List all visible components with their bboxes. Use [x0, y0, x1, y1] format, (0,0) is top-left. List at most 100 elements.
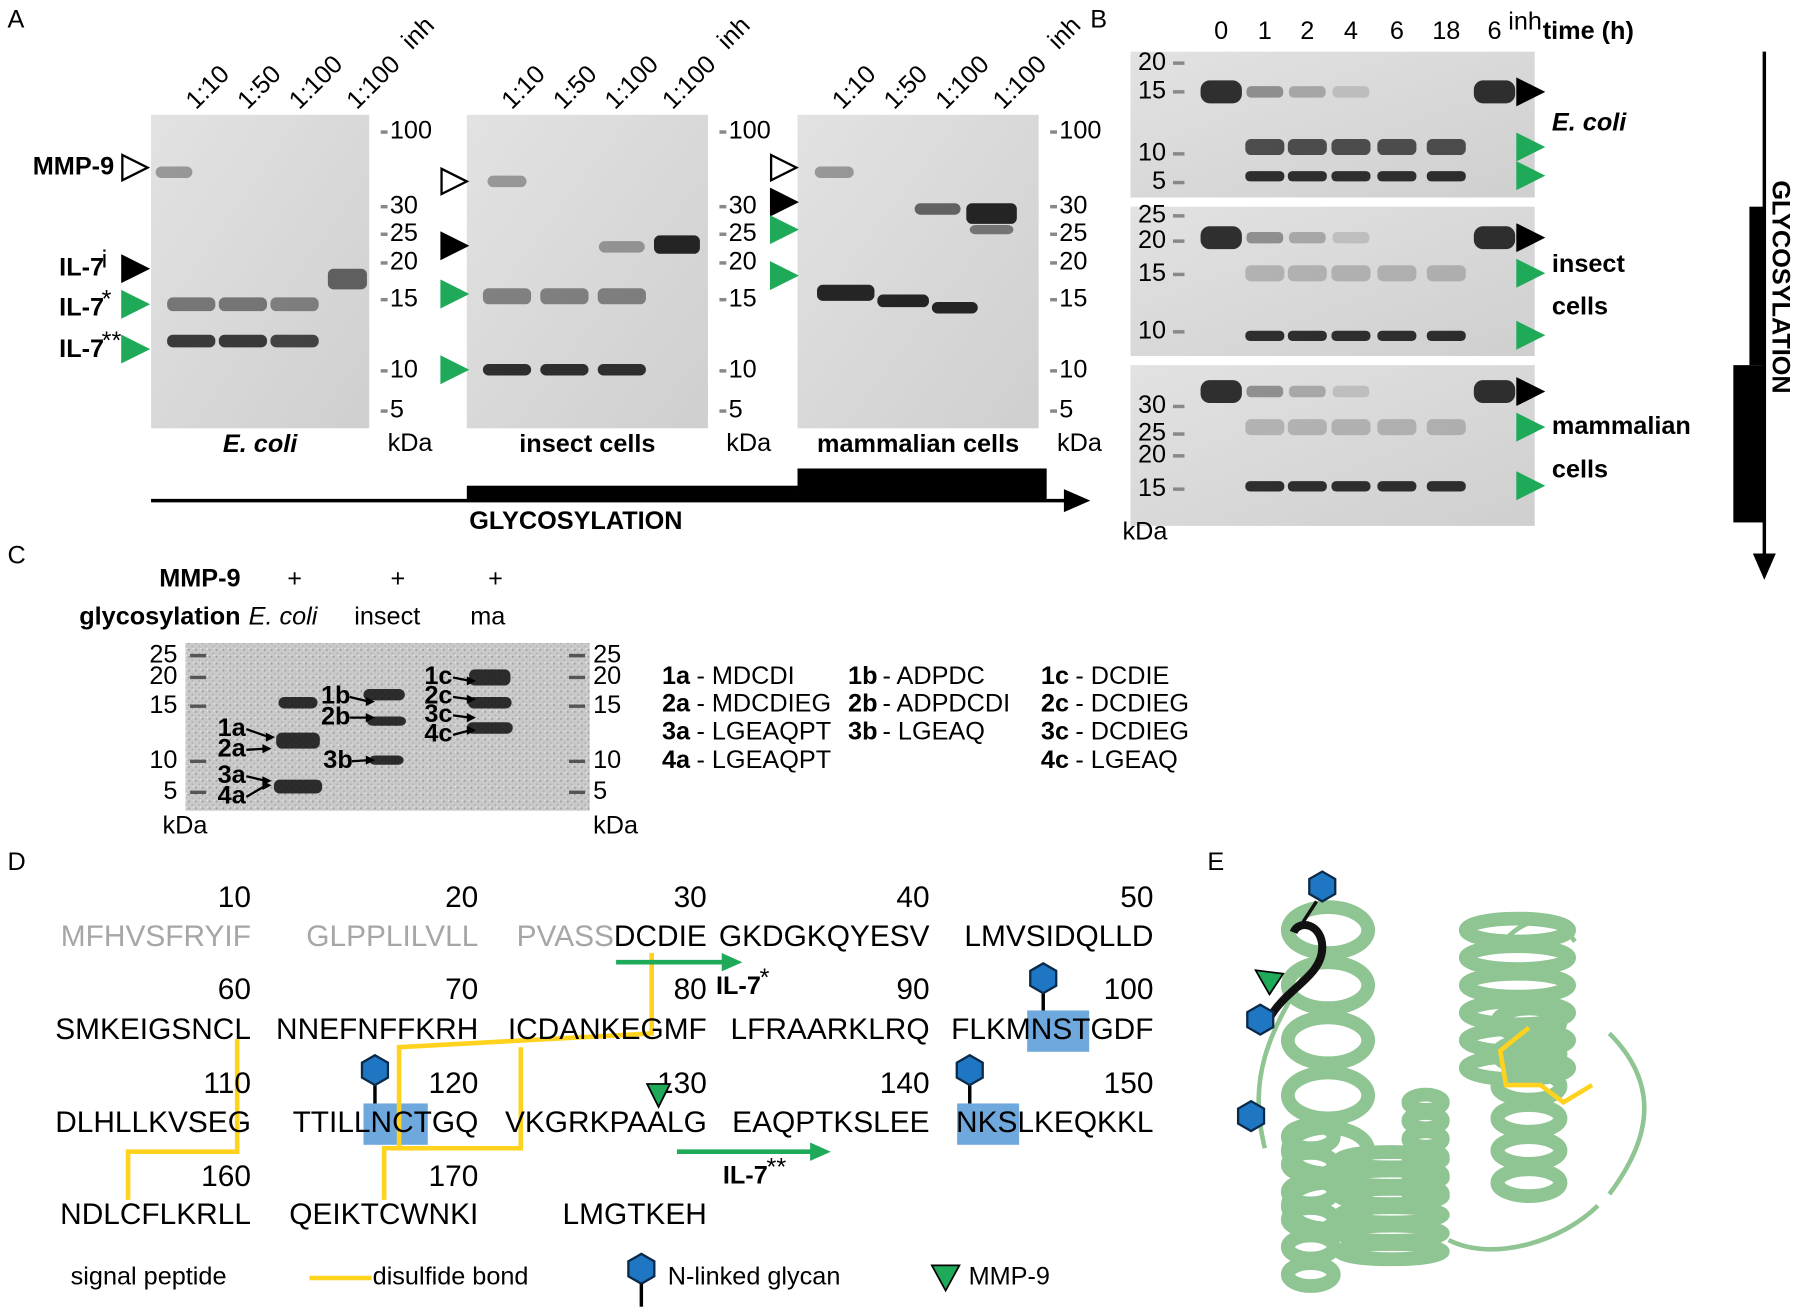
- glycosylation-bar: [1749, 206, 1766, 366]
- ladder-label: 15: [390, 284, 418, 312]
- sequence-segment: LFRAARKLRQ: [731, 1013, 930, 1046]
- peptide-sequence: - ADPDC: [882, 662, 984, 690]
- peptide-id: 2a: [662, 690, 691, 718]
- residue-number: 20: [445, 881, 478, 914]
- sequence-block: GKDGKQYESV: [719, 920, 930, 953]
- helix: [1280, 900, 1376, 960]
- band-label: 3a: [218, 761, 247, 789]
- disulfide-bond: [381, 1047, 524, 1200]
- gel-band: [597, 288, 646, 305]
- gel-band: [270, 334, 319, 348]
- gel-name: cells: [1552, 292, 1608, 320]
- legend-label: disulfide bond: [373, 1263, 529, 1291]
- ladder-label: 20: [1138, 226, 1166, 254]
- peptide-id: 2c: [1041, 690, 1069, 718]
- gel-band: [270, 297, 319, 312]
- arrowhead: [1516, 223, 1546, 253]
- sequence-block: LFRAARKLRQ: [731, 1013, 930, 1046]
- lane-label: 1:100: [341, 50, 405, 114]
- arrowhead: [1516, 320, 1546, 350]
- gel-band: [1331, 265, 1371, 282]
- superscript: inh: [1508, 8, 1542, 36]
- residue-number: 40: [896, 881, 929, 914]
- gel-band: [1331, 330, 1371, 342]
- ladder-label: 10: [1059, 356, 1087, 384]
- ladder-label: 15: [1138, 259, 1166, 287]
- band-label: 1b: [321, 682, 350, 710]
- arrowhead: [466, 676, 477, 686]
- gel-band: [155, 166, 193, 178]
- ladder-label: 100: [1059, 117, 1101, 145]
- gel-band: [653, 235, 700, 254]
- ladder-label: 30: [1059, 191, 1087, 219]
- ladder-label: 10: [1138, 139, 1166, 167]
- panel-label: D: [8, 848, 26, 876]
- glycan-icon: [1308, 870, 1337, 903]
- sequence-segment: NNEFNFFKRH: [276, 1013, 478, 1046]
- time-label: 18: [1432, 17, 1460, 45]
- peptide-sequence: - LGEAQ: [1075, 746, 1177, 774]
- arrowhead: [769, 261, 799, 291]
- gel-band: [1245, 171, 1285, 182]
- glycosylation-bar: [797, 468, 1047, 501]
- gel-band: [1245, 330, 1285, 342]
- legend-label: signal peptide: [71, 1263, 227, 1291]
- ladder-label: 25: [1138, 419, 1166, 447]
- band-label: 2c: [424, 682, 452, 710]
- unit-label: kDa: [388, 429, 434, 457]
- sequence-block: NKSLKEQKKL: [956, 1106, 1153, 1139]
- residue-number: 110: [203, 1067, 251, 1100]
- superscript: i: [102, 245, 108, 273]
- sequence-block: LMGTKEH: [563, 1198, 707, 1231]
- gel-band: [931, 301, 978, 314]
- loop: [1256, 918, 1647, 1252]
- gel-band: [1332, 86, 1370, 98]
- helix: [1401, 1179, 1450, 1209]
- time-label: 6: [1487, 17, 1501, 45]
- helix: [1280, 1010, 1376, 1071]
- gel-band: [1200, 380, 1242, 404]
- gel-band: [540, 363, 589, 376]
- gel: [1130, 365, 1535, 526]
- ladder-label: 5: [390, 396, 404, 424]
- band-label: 1a: [218, 714, 247, 742]
- ladder-label: 10: [593, 746, 621, 774]
- glycan-icon: [1029, 962, 1058, 995]
- residue-number: 120: [429, 1067, 479, 1100]
- gel-band: [218, 334, 268, 348]
- gel-band: [877, 294, 929, 308]
- residue-number: 70: [445, 973, 478, 1006]
- peptide-sequence: - MDCDIEG: [696, 690, 831, 718]
- lane-label: 1:100: [657, 50, 721, 114]
- unit-label: kDa: [163, 811, 209, 839]
- ladder-label: 10: [729, 356, 757, 384]
- panel-label: A: [8, 5, 25, 33]
- glycosite-highlight: [957, 1103, 1020, 1145]
- gel-band: [1287, 171, 1327, 182]
- gel-band: [1287, 138, 1327, 156]
- sequence-block: NDLCFLKRLL: [60, 1198, 251, 1231]
- sequence-block: SMKEIGSNCL: [55, 1013, 251, 1046]
- gel-name: E. coli: [1552, 109, 1627, 137]
- gel-band: [1246, 231, 1284, 244]
- peptide-id: 1b: [848, 662, 877, 690]
- ladder-label: 5: [1059, 396, 1073, 424]
- ladder-label: 30: [729, 191, 757, 219]
- arrowhead: [262, 780, 272, 790]
- gel-band: [167, 334, 216, 348]
- glycosite-highlight: [363, 1103, 428, 1145]
- band-label: 4c: [424, 720, 452, 748]
- ladder-label: 20: [149, 662, 177, 690]
- gel-band: [1377, 481, 1417, 492]
- row-label: MMP-9: [159, 565, 240, 593]
- sequence-block: ICDANKEGMF: [508, 1013, 707, 1046]
- peptide-sequence: - DCDIEG: [1075, 717, 1189, 745]
- arrowhead: [1516, 77, 1546, 107]
- gel-band: [1473, 80, 1516, 104]
- ladder-label: 30: [390, 191, 418, 219]
- band-label: 4a: [218, 782, 247, 810]
- superscript: **: [767, 1154, 787, 1182]
- sequence-block: GLPPLILVLL: [306, 920, 478, 953]
- gel: [185, 643, 590, 811]
